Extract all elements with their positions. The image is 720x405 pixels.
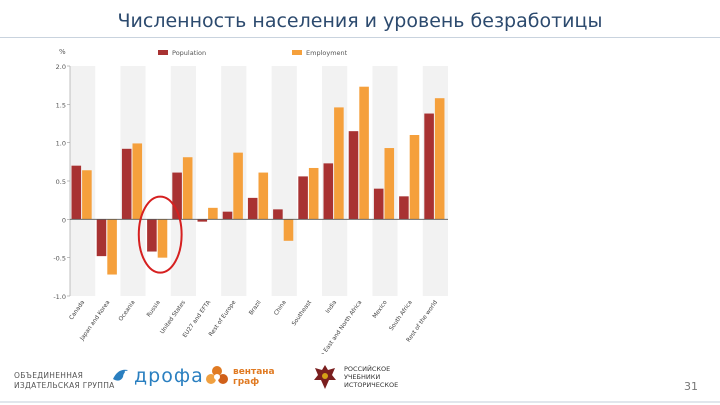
bar-employment (233, 152, 243, 220)
publisher-group-line2: ИЗДАТЕЛЬСКАЯ ГРУППА (14, 381, 115, 390)
bar-population (96, 219, 107, 257)
bar-employment (208, 207, 218, 220)
y-axis-unit-label: % (59, 48, 66, 56)
bar-employment (359, 86, 369, 220)
bar-population (197, 219, 208, 222)
legend-swatch-employment (292, 50, 302, 55)
bar-population (373, 188, 384, 220)
bar-population (147, 219, 157, 252)
y-tick-label: 0 (62, 216, 66, 224)
bar-population (222, 211, 233, 220)
bar-employment (82, 170, 92, 220)
double-eagle-emblem-icon (314, 365, 336, 389)
y-tick-label: -0.5 (53, 255, 66, 263)
bar-employment (384, 148, 395, 220)
russian-textbook-logo: РОССИЙСКОЕ УЧЕБНИКИ ИСТОРИЧЕСКОЕ (312, 362, 398, 392)
footer: ОБЪЕДИНЕННАЯ ИЗДАТЕЛЬСКАЯ ГРУППА дрофа в… (0, 357, 720, 405)
footer-divider (0, 401, 720, 403)
drofa-logo: дрофа (110, 365, 204, 387)
bar-population (298, 176, 308, 220)
y-tick-label: 0.5 (56, 178, 66, 186)
bar-employment (334, 107, 344, 220)
rus-line1: РОССИЙСКОЕ (344, 365, 391, 373)
y-tick-label: 1.0 (56, 140, 66, 148)
ventana-line1: вентана (233, 367, 275, 377)
drofa-logo-text: дрофа (134, 365, 204, 387)
y-tick-label: 1.5 (56, 101, 66, 109)
bar-population (323, 163, 334, 220)
bar-population (424, 113, 434, 220)
legend-label-population: Population (172, 49, 206, 57)
bar-employment (157, 219, 168, 258)
y-tick-label: 2.0 (56, 63, 66, 71)
column-band (271, 66, 297, 296)
russian-textbook-text: РОССИЙСКОЕ УЧЕБНИКИ ИСТОРИЧЕСКОЕ (344, 365, 398, 389)
rus-line3: ИСТОРИЧЕСКОЕ (344, 381, 399, 389)
ventana-graf-logo: вентана граф (205, 365, 275, 389)
bar-population (399, 196, 409, 220)
legend-swatch-population (158, 50, 168, 55)
bar-population (172, 172, 182, 220)
publisher-group-line1: ОБЪЕДИНЕННАЯ (14, 371, 84, 380)
publisher-group-label: ОБЪЕДИНЕННАЯ ИЗДАТЕЛЬСКАЯ ГРУППА (14, 371, 115, 391)
bar-employment (132, 143, 143, 220)
ventana-flower-icon (206, 366, 228, 384)
bar-population (273, 209, 283, 220)
bar-population (121, 148, 132, 220)
bar-employment (283, 219, 294, 241)
y-tick-label: -1.0 (53, 293, 66, 301)
bar-employment (409, 135, 420, 220)
page-number: 31 (684, 380, 698, 393)
ventana-line2: граф (233, 377, 260, 387)
bar-employment (434, 98, 445, 220)
bar-population (348, 131, 359, 220)
bar-population (71, 165, 82, 220)
bar-employment (308, 167, 319, 220)
bar-employment (258, 172, 269, 220)
bar-employment (182, 157, 193, 220)
title-underline (0, 37, 720, 38)
slide-title: Численность населения и уровень безработ… (117, 10, 603, 32)
bar-employment (107, 219, 117, 275)
legend-label-employment: Employment (306, 49, 348, 57)
highlight-circle (137, 195, 183, 274)
rus-line2: УЧЕБНИКИ (344, 373, 381, 381)
drofa-bird-icon (113, 369, 128, 381)
bar-population (247, 197, 258, 220)
ventana-logo-text: вентана граф (233, 367, 275, 387)
